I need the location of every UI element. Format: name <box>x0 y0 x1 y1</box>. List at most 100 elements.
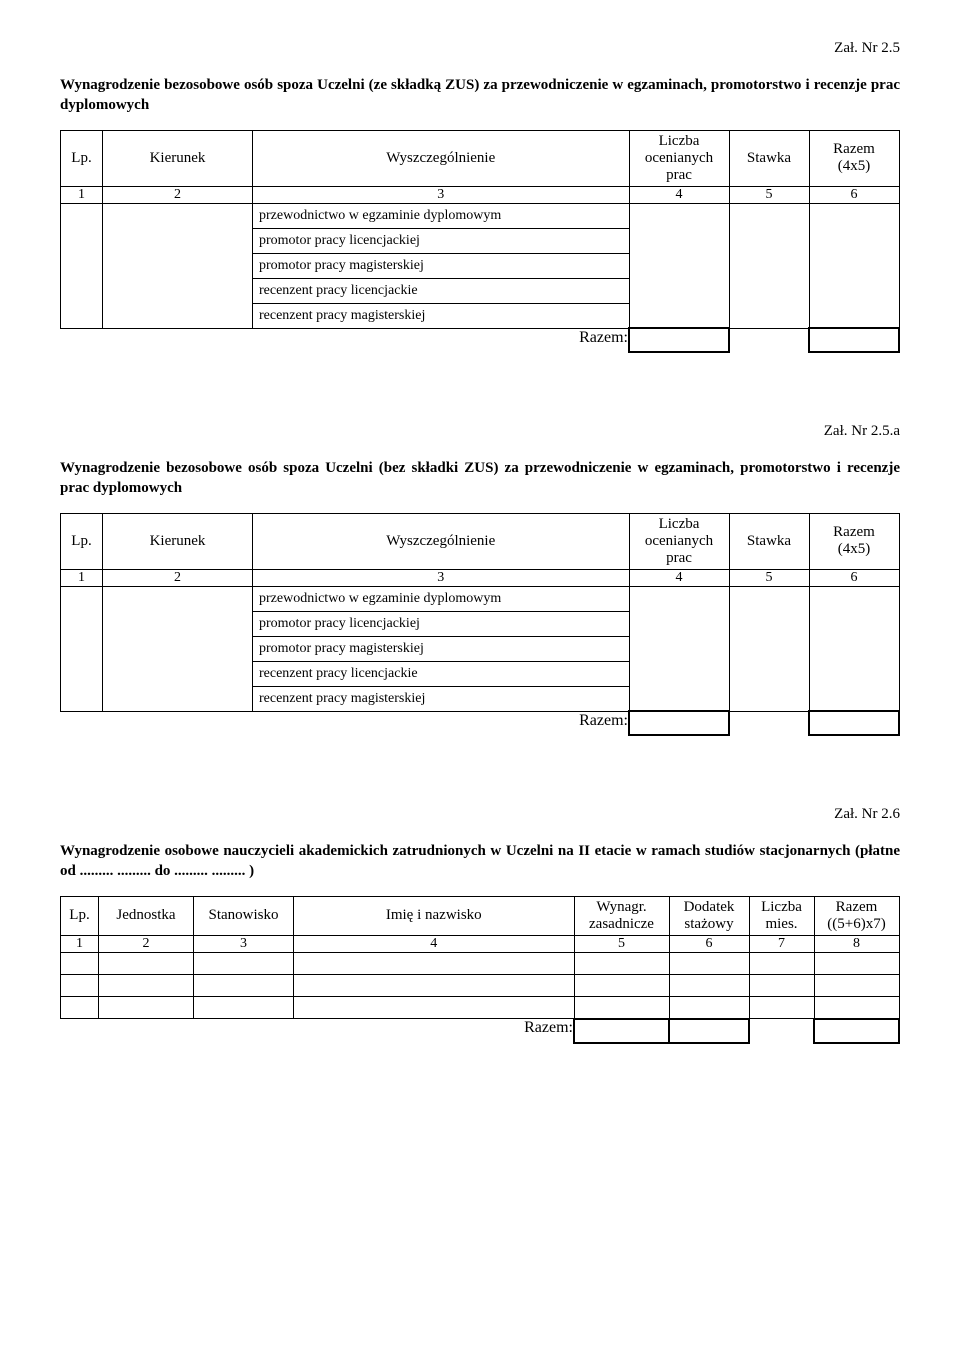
cell <box>294 953 575 975</box>
num-c1: 1 <box>61 569 103 586</box>
razem-gap-3 <box>749 1019 814 1043</box>
table-3-header: Lp. Jednostka Stanowisko Imię i nazwisko… <box>61 896 900 936</box>
hdr-razem-l2: (4x5) <box>838 541 871 557</box>
hdr-liczba: Liczba mies. <box>749 896 814 936</box>
hdr-liczba: Liczba ocenianych prac <box>629 513 729 569</box>
table-1-razem-row: Razem: <box>61 328 900 352</box>
razem-label-2: Razem: <box>61 711 630 735</box>
razem-box-liczba-2 <box>629 711 729 735</box>
cell <box>749 975 814 997</box>
num-c1: 1 <box>61 936 99 953</box>
section1-heading: Wynagrodzenie bezosobowe osób spoza Ucze… <box>60 75 900 116</box>
cell-lp <box>61 203 103 328</box>
table-2-razem-row: Razem: <box>61 711 900 735</box>
num-c5: 5 <box>574 936 669 953</box>
razem-box-liczba-1 <box>629 328 729 352</box>
cell-razem <box>809 203 899 328</box>
cell <box>194 953 294 975</box>
cell <box>99 975 194 997</box>
detail-list-1: przewodnictwo w egzaminie dyplomowym pro… <box>253 204 629 328</box>
cell-kierunek <box>103 203 253 328</box>
detail-r2: promotor pracy magisterskiej <box>253 636 629 661</box>
hdr-liczba-l2: mies. <box>765 916 797 932</box>
detail-r3: recenzent pracy licencjackie <box>253 661 629 686</box>
hdr-dodatek-l1: Dodatek <box>684 899 735 915</box>
detail-r1: promotor pracy licencjackiej <box>253 228 629 253</box>
cell <box>814 997 899 1019</box>
hdr-liczba-l2: ocenianych <box>645 533 713 549</box>
cell-lp <box>61 586 103 711</box>
annex-label-2: Zał. Nr 2.5.a <box>60 423 900 440</box>
razem-label-1: Razem: <box>61 328 630 352</box>
num-c7: 7 <box>749 936 814 953</box>
num-c4: 4 <box>629 569 729 586</box>
razem-box-sum-3 <box>814 1019 899 1043</box>
cell <box>194 975 294 997</box>
table-3-row <box>61 975 900 997</box>
num-c2: 2 <box>99 936 194 953</box>
hdr-razem-l1: Razem <box>836 899 878 915</box>
cell-liczba <box>629 586 729 711</box>
hdr-kierunek: Kierunek <box>103 513 253 569</box>
table-2: Lp. Kierunek Wyszczególnienie Liczba oce… <box>60 513 900 737</box>
razem-box-sum-1 <box>809 328 899 352</box>
num-c3: 3 <box>194 936 294 953</box>
table-3-numrow: 1 2 3 4 5 6 7 8 <box>61 936 900 953</box>
num-c1: 1 <box>61 186 103 203</box>
hdr-razem-l1: Razem <box>833 141 875 157</box>
hdr-razem-l2: ((5+6)x7) <box>827 916 885 932</box>
annex-label-3: Zał. Nr 2.6 <box>60 806 900 823</box>
cell <box>574 975 669 997</box>
hdr-liczba: Liczba ocenianych prac <box>629 130 729 186</box>
detail-list-2: przewodnictwo w egzaminie dyplomowym pro… <box>253 587 629 711</box>
detail-r1: promotor pracy licencjackiej <box>253 611 629 636</box>
hdr-liczba-l3: prac <box>666 550 692 566</box>
cell <box>294 975 575 997</box>
cell <box>574 997 669 1019</box>
hdr-wynagr-l1: Wynagr. <box>596 899 646 915</box>
cell-stawka <box>729 203 809 328</box>
hdr-dodatek: Dodatek stażowy <box>669 896 749 936</box>
table-1-header: Lp. Kierunek Wyszczególnienie Liczba oce… <box>61 130 900 186</box>
cell <box>61 953 99 975</box>
num-c4: 4 <box>294 936 575 953</box>
hdr-stawka: Stawka <box>729 130 809 186</box>
cell <box>194 997 294 1019</box>
hdr-razem: Razem ((5+6)x7) <box>814 896 899 936</box>
hdr-razem-l2: (4x5) <box>838 158 871 174</box>
num-c3: 3 <box>253 186 630 203</box>
detail-r4: recenzent pracy magisterskiej <box>253 686 629 711</box>
hdr-liczba-l1: Liczba <box>659 133 700 149</box>
num-c6: 6 <box>669 936 749 953</box>
cell <box>669 953 749 975</box>
num-c4: 4 <box>629 186 729 203</box>
cell <box>814 975 899 997</box>
cell <box>749 997 814 1019</box>
razem-gap-2 <box>729 711 809 735</box>
razem-box-sum-2 <box>809 711 899 735</box>
detail-r0: przewodnictwo w egzaminie dyplomowym <box>253 587 629 612</box>
hdr-razem: Razem (4x5) <box>809 513 899 569</box>
cell-wyszcz: przewodnictwo w egzaminie dyplomowym pro… <box>253 203 630 328</box>
hdr-wyszcz: Wyszczególnienie <box>253 130 630 186</box>
detail-r2: promotor pracy magisterskiej <box>253 253 629 278</box>
cell-kierunek <box>103 586 253 711</box>
num-c6: 6 <box>809 186 899 203</box>
hdr-liczba-l1: Liczba <box>761 899 802 915</box>
table-1: Lp. Kierunek Wyszczególnienie Liczba oce… <box>60 130 900 354</box>
cell-razem <box>809 586 899 711</box>
hdr-stawka: Stawka <box>729 513 809 569</box>
hdr-razem: Razem (4x5) <box>809 130 899 186</box>
razem-box-wynagr <box>574 1019 669 1043</box>
hdr-wynagr: Wynagr. zasadnicze <box>574 896 669 936</box>
cell <box>294 997 575 1019</box>
cell-liczba <box>629 203 729 328</box>
hdr-stanowisko: Stanowisko <box>194 896 294 936</box>
num-c2: 2 <box>103 186 253 203</box>
hdr-liczba-l1: Liczba <box>659 516 700 532</box>
cell <box>814 953 899 975</box>
cell <box>99 953 194 975</box>
table-2-body-row: przewodnictwo w egzaminie dyplomowym pro… <box>61 586 900 711</box>
table-1-body-row: przewodnictwo w egzaminie dyplomowym pro… <box>61 203 900 328</box>
hdr-wynagr-l2: zasadnicze <box>589 916 654 932</box>
